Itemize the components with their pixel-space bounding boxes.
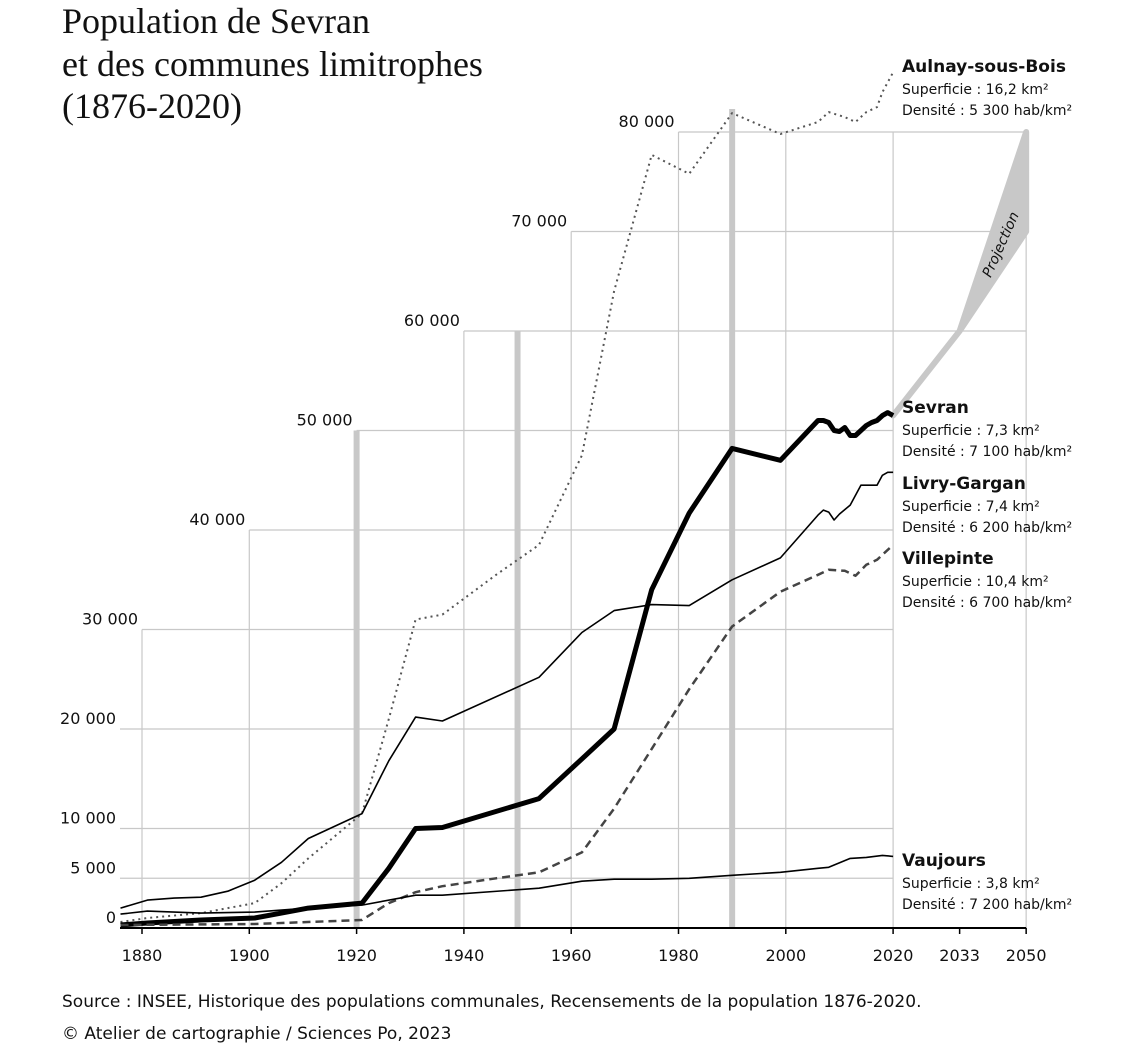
series-line	[120, 71, 894, 923]
chart-title: et des communes limitrophes	[62, 44, 483, 84]
x-tick-label: 2000	[765, 946, 806, 965]
series-line	[120, 854, 894, 915]
series-info: Densité : 5 300 hab/km²	[902, 103, 1072, 119]
x-tick-label: 1980	[658, 946, 699, 965]
series-info: Densité : 7 200 hab/km²	[902, 897, 1072, 913]
series-info: Superficie : 7,3 km²	[902, 423, 1040, 439]
x-tick-label: 1900	[229, 946, 270, 965]
series-info: Densité : 6 200 hab/km²	[902, 520, 1072, 536]
credit: © Atelier de cartographie / Sciences Po,…	[62, 1024, 451, 1044]
y-tick-label: 10 000	[60, 809, 116, 828]
x-tick-label: 1960	[551, 946, 592, 965]
y-tick-label: 60 000	[404, 311, 460, 330]
series-line	[120, 471, 894, 909]
series-info: Superficie : 7,4 km²	[902, 499, 1040, 515]
x-tick-label: 1880	[122, 946, 163, 965]
series-line	[120, 410, 895, 928]
series-name: Villepinte	[902, 549, 994, 569]
y-tick-label: 40 000	[189, 510, 245, 529]
source: Source : INSEE, Historique des populatio…	[62, 992, 921, 1012]
series-info: Densité : 7 100 hab/km²	[902, 444, 1072, 460]
series-info: Densité : 6 700 hab/km²	[902, 595, 1072, 611]
series-name: Livry-Gargan	[902, 474, 1026, 494]
x-tick-label: 1920	[336, 946, 377, 965]
y-tick-label: 50 000	[297, 411, 353, 430]
y-tick-label: 80 000	[619, 112, 675, 131]
y-tick-label: 30 000	[82, 610, 138, 629]
x-tick-label: 2020	[873, 946, 914, 965]
y-tick-label: 20 000	[60, 709, 116, 728]
series-name: Sevran	[902, 398, 969, 418]
chart-title: (1876-2020)	[62, 86, 242, 126]
y-tick-label: 0	[106, 908, 116, 927]
series-info: Superficie : 3,8 km²	[902, 876, 1040, 892]
y-tick-label: 5 000	[70, 858, 116, 877]
x-tick-label: 2033	[939, 946, 980, 965]
series-line	[120, 543, 894, 927]
chart-title: Population de Sevran	[62, 1, 370, 41]
projection-band	[890, 129, 1030, 419]
series-info: Superficie : 10,4 km²	[902, 574, 1049, 590]
x-tick-label: 1940	[444, 946, 485, 965]
x-tick-label: 2050	[1006, 946, 1047, 965]
y-tick-label: 70 000	[511, 212, 567, 231]
series-info: Superficie : 16,2 km²	[902, 82, 1049, 98]
series-name: Vaujours	[902, 851, 986, 871]
series-name: Aulnay-sous-Bois	[902, 57, 1066, 77]
